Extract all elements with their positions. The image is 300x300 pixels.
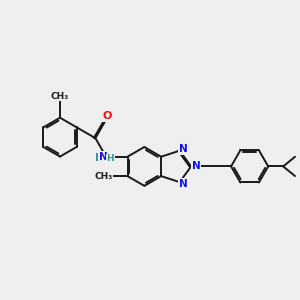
Text: O: O	[103, 111, 112, 121]
Text: N: N	[179, 178, 188, 189]
Text: N: N	[179, 144, 188, 154]
Text: H: H	[95, 153, 104, 163]
Text: N: N	[99, 152, 108, 162]
Text: H: H	[106, 154, 114, 164]
Text: CH₃: CH₃	[51, 92, 69, 100]
Text: CH₃: CH₃	[94, 172, 113, 181]
Text: N: N	[192, 161, 201, 171]
